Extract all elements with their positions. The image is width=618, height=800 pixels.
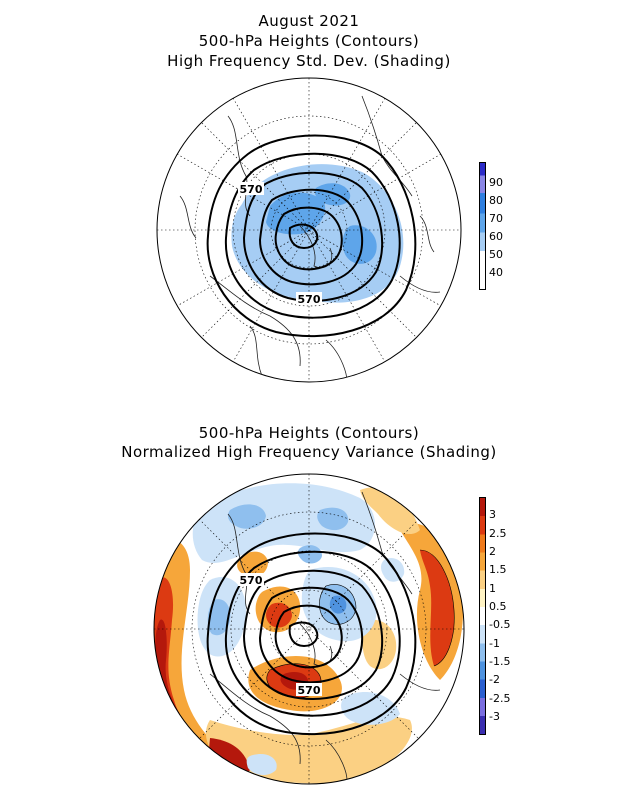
bottom-colorbar-label: 3	[489, 508, 496, 521]
top-colorbar-label: 70	[489, 212, 503, 225]
top-title-line-2: 500-hPa Heights (Contours)	[198, 32, 420, 50]
bottom-contour-label-2: 570	[298, 684, 321, 697]
bottom-title-line-1: 500-hPa Heights (Contours)	[198, 424, 420, 442]
top-colorbar-label: 40	[489, 266, 503, 279]
bottom-polar-map: 570 570	[150, 470, 468, 788]
bottom-colorbar-label: 2.5	[489, 527, 507, 540]
shading-60c	[314, 183, 351, 206]
bottom-colorbar-label: 2	[489, 545, 496, 558]
top-colorbar-label: 80	[489, 194, 503, 207]
bottom-title-line-2: Normalized High Frequency Variance (Shad…	[121, 443, 497, 461]
top-contour-label-1: 570	[240, 183, 263, 196]
bottom-colorbar-label: 0.5	[489, 600, 507, 613]
top-title-line-1: August 2021	[258, 12, 360, 30]
coastlines	[179, 95, 441, 382]
top-title-line-3: High Frequency Std. Dev. (Shading)	[167, 52, 451, 70]
top-map-svg: 570 570	[156, 77, 462, 383]
top-colorbar-label: 90	[489, 176, 503, 189]
height-contours	[206, 134, 417, 338]
top-colorbar-label: 60	[489, 230, 503, 243]
height-contours	[206, 532, 417, 736]
bottom-colorbar-label: -2.5	[489, 692, 511, 705]
top-colorbar-label: 50	[489, 248, 503, 261]
bottom-colorbar-label: 1	[489, 582, 496, 595]
bottom-map-svg: 570 570	[153, 473, 465, 785]
bottom-contour-label-1: 570	[240, 574, 263, 587]
bottom-colorbar-label: -1	[489, 637, 500, 650]
top-colorbar-swatch	[479, 162, 486, 290]
bottom-colorbar-swatch	[479, 497, 486, 735]
bottom-colorbar-label: -0.5	[489, 618, 511, 631]
graticule	[157, 78, 461, 382]
negative-shading	[192, 483, 405, 776]
top-polar-map: 570 570	[150, 76, 468, 394]
bottom-colorbar-label: -1.5	[489, 655, 511, 668]
top-contour-label-2: 570	[298, 293, 321, 306]
bottom-colorbar-label: 1.5	[489, 563, 507, 576]
shading-60	[266, 192, 326, 235]
bottom-colorbar-label: -2	[489, 673, 500, 686]
bottom-colorbar: 3 2.5 2 1.5 1 0.5 -0.5 -1 -1.5 -2 -2.5 -…	[479, 497, 529, 735]
top-colorbar: 90 80 70 60 50 40	[479, 162, 519, 292]
bottom-colorbar-label: -3	[489, 710, 500, 723]
